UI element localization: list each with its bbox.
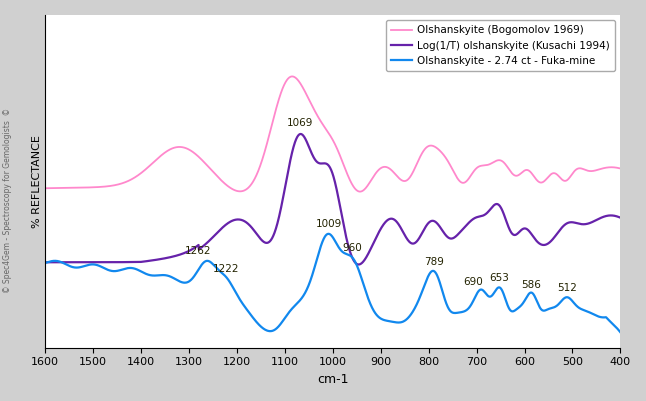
Text: © Spec4Gem - Spectroscopy for Gemologists  ©: © Spec4Gem - Spectroscopy for Gemologist… [3,108,12,293]
Olshanskyite - 2.74 ct - Fuka-mine [41,261,49,265]
Olshanskyite - 2.74 ct - Fuka-mine [616,330,624,335]
Olshanskyite (Bogomolov 1969) [70,185,78,190]
Olshanskyite (Bogomolov 1969) [321,126,329,130]
Y-axis label: % REFLECTANCE: % REFLECTANCE [32,135,43,228]
Olshanskyite - 2.74 ct - Fuka-mine [495,285,503,290]
Text: 1009: 1009 [315,219,342,229]
Log(1/T) olshanskyite (Kusachi 1994) [297,132,304,136]
Legend: Olshanskyite (Bogomolov 1969), Log(1/T) olshanskyite (Kusachi 1994), Olshanskyit: Olshanskyite (Bogomolov 1969), Log(1/T) … [386,20,615,71]
Text: 960: 960 [342,243,362,253]
Text: 1069: 1069 [287,117,313,128]
Log(1/T) olshanskyite (Kusachi 1994) [306,147,314,152]
Log(1/T) olshanskyite (Kusachi 1994) [600,214,608,219]
Olshanskyite (Bogomolov 1969) [600,166,608,170]
Line: Olshanskyite - 2.74 ct - Fuka-mine: Olshanskyite - 2.74 ct - Fuka-mine [45,234,620,332]
Olshanskyite (Bogomolov 1969) [288,74,296,79]
Olshanskyite (Bogomolov 1969) [495,158,503,162]
Text: 512: 512 [557,283,577,293]
Olshanskyite - 2.74 ct - Fuka-mine [324,231,332,236]
Line: Olshanskyite (Bogomolov 1969): Olshanskyite (Bogomolov 1969) [45,77,620,192]
Olshanskyite - 2.74 ct - Fuka-mine [600,315,608,320]
Text: 789: 789 [424,257,444,267]
Log(1/T) olshanskyite (Kusachi 1994) [321,161,329,166]
Text: 1222: 1222 [213,264,240,274]
Text: 586: 586 [521,279,541,290]
Log(1/T) olshanskyite (Kusachi 1994) [616,215,624,220]
X-axis label: cm-1: cm-1 [317,373,349,386]
Log(1/T) olshanskyite (Kusachi 1994) [495,203,503,207]
Olshanskyite - 2.74 ct - Fuka-mine [70,265,78,270]
Log(1/T) olshanskyite (Kusachi 1994) [600,214,608,219]
Line: Log(1/T) olshanskyite (Kusachi 1994): Log(1/T) olshanskyite (Kusachi 1994) [45,134,620,265]
Olshanskyite - 2.74 ct - Fuka-mine [321,234,329,239]
Text: 690: 690 [464,277,483,287]
Olshanskyite (Bogomolov 1969) [356,189,364,194]
Log(1/T) olshanskyite (Kusachi 1994) [355,262,362,267]
Olshanskyite (Bogomolov 1969) [41,186,49,190]
Text: 1262: 1262 [185,246,211,256]
Text: 653: 653 [489,273,509,283]
Log(1/T) olshanskyite (Kusachi 1994) [41,260,49,265]
Olshanskyite (Bogomolov 1969) [600,166,608,170]
Olshanskyite (Bogomolov 1969) [616,166,624,171]
Olshanskyite (Bogomolov 1969) [306,99,314,104]
Olshanskyite - 2.74 ct - Fuka-mine [306,280,313,285]
Olshanskyite - 2.74 ct - Fuka-mine [600,315,608,320]
Log(1/T) olshanskyite (Kusachi 1994) [70,260,78,265]
